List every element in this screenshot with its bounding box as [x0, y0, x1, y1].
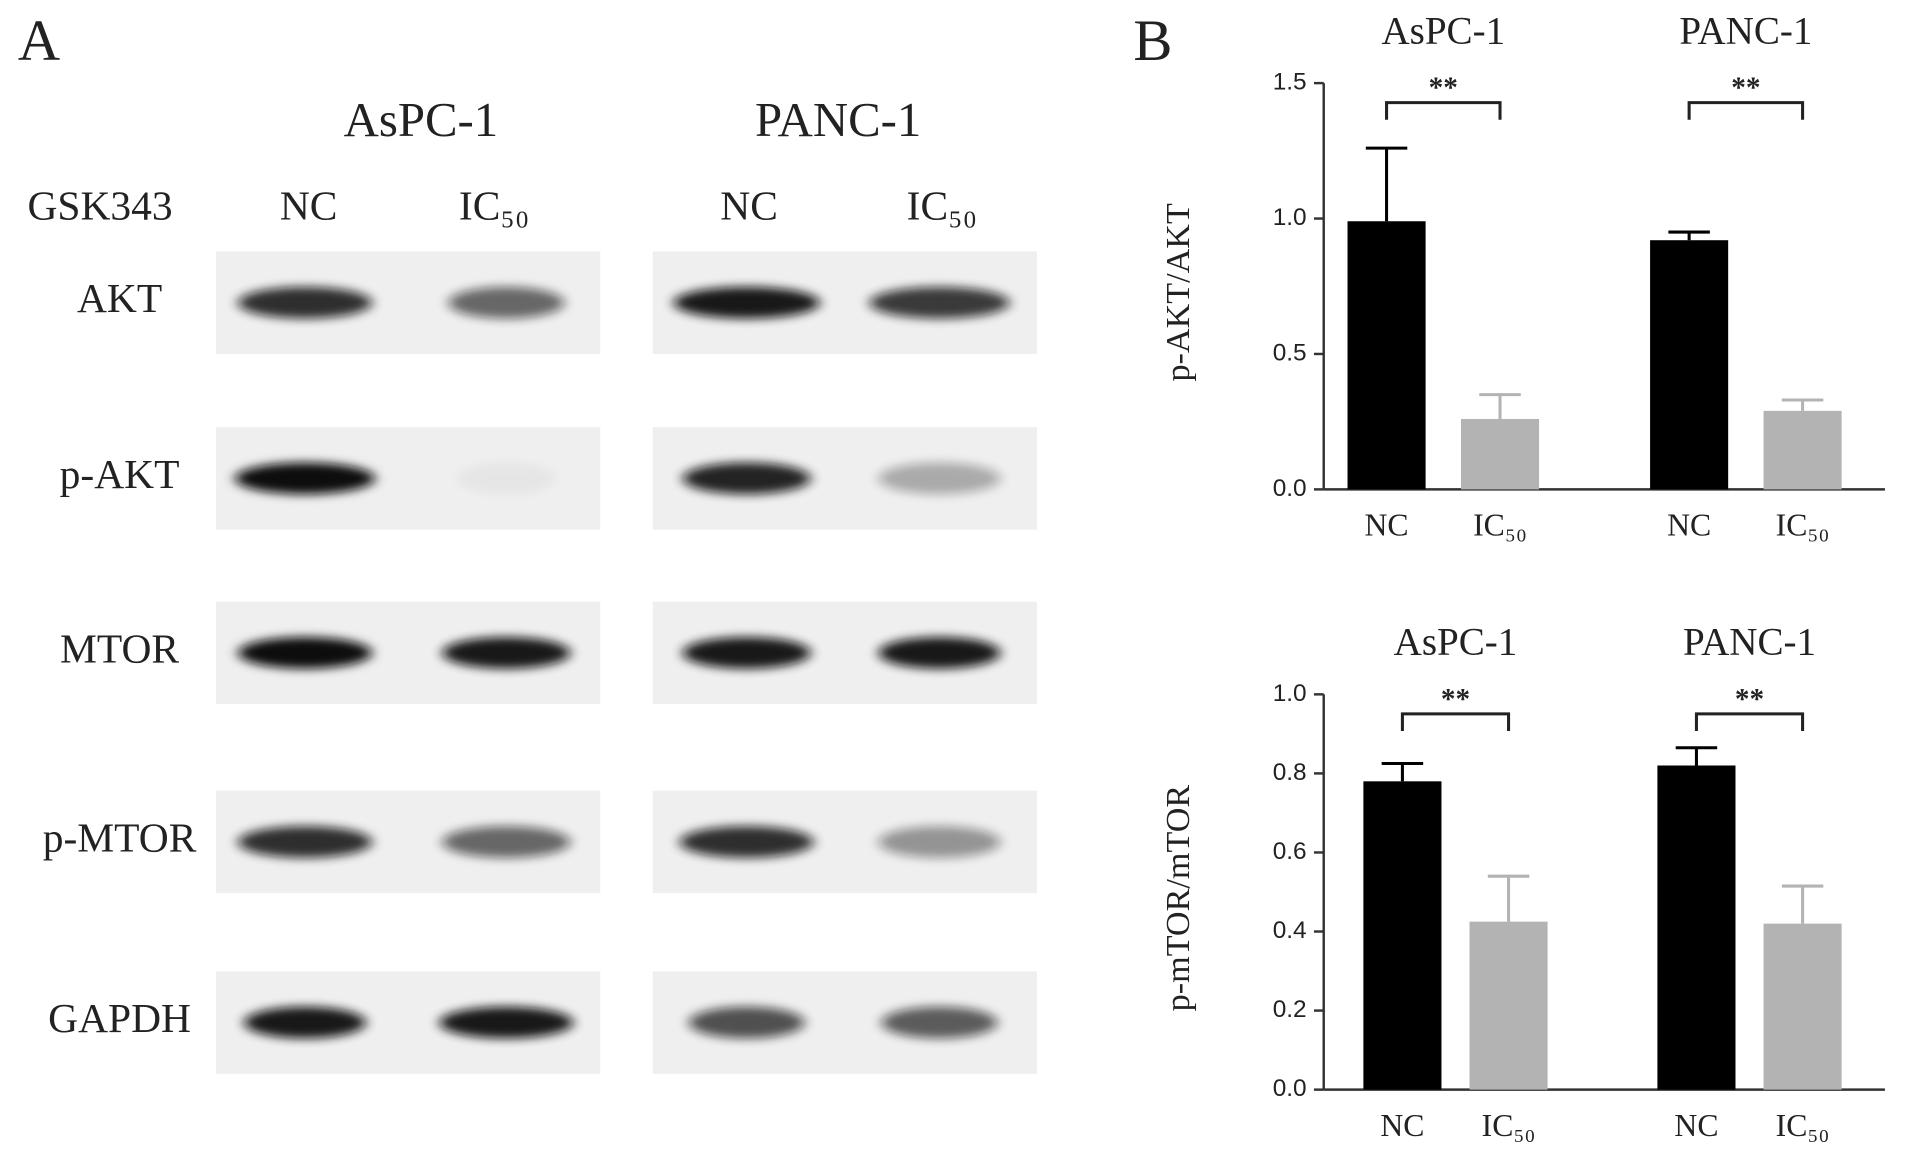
blot-band	[673, 286, 820, 319]
protein-label: p-AKT	[60, 451, 180, 497]
cell-line: AsPC-1	[344, 93, 499, 147]
significance-label: **	[1441, 683, 1470, 715]
significance-label: **	[1735, 683, 1764, 715]
blots: NC IC₅₀ NC IC₅₀ AKT p-AKT MTOR p-MTOR GAPDH	[43, 183, 1038, 1074]
x-tick-label: IC₅₀	[1776, 508, 1830, 543]
blot-band	[442, 826, 571, 858]
bar	[1763, 410, 1842, 490]
group-title: AsPC-1	[1381, 9, 1505, 52]
y-tick-label: 0.4	[1273, 917, 1307, 944]
y-axis-label: p-AKT/AKT	[1160, 203, 1197, 381]
y-tick-label: 1.5	[1273, 69, 1307, 96]
significance-bracket	[1385, 101, 1502, 120]
blot-band	[244, 1006, 367, 1039]
group-title: PANC-1	[1679, 9, 1812, 52]
blot-band	[442, 637, 571, 669]
blot-band	[878, 462, 1001, 495]
bar	[1347, 221, 1426, 490]
protein-label: GAPDH	[48, 995, 191, 1041]
x-tick-label: IC₅₀	[1776, 1108, 1830, 1143]
y-tick-label: 1.0	[1273, 204, 1307, 231]
group-title: AsPC-1	[1394, 621, 1518, 664]
blot-band	[234, 462, 376, 495]
blot-band	[878, 637, 1001, 669]
blot-band	[682, 637, 811, 669]
blot-band	[881, 1006, 998, 1039]
condition-label: IC₅₀	[459, 183, 529, 229]
significance-label: **	[1731, 72, 1760, 104]
blot-band	[869, 286, 1010, 319]
blot-band	[682, 462, 811, 495]
treatment-label: GSK343	[27, 183, 172, 229]
condition-label: IC₅₀	[907, 183, 977, 229]
y-tick-label: 0.2	[1273, 996, 1307, 1023]
bar	[1469, 921, 1548, 1090]
panel-label: A	[18, 8, 60, 73]
condition-label: NC	[280, 183, 338, 229]
protein-label: MTOR	[60, 625, 179, 671]
bar	[1657, 765, 1736, 1090]
significance-label: **	[1429, 72, 1458, 104]
group-title: PANC-1	[1683, 621, 1816, 664]
x-tick-label: IC₅₀	[1473, 508, 1527, 543]
significance-bracket	[1400, 712, 1511, 731]
x-tick-label: NC	[1667, 508, 1711, 543]
blot-band	[448, 286, 565, 319]
blot-band	[439, 1006, 574, 1039]
bar	[1650, 240, 1729, 490]
blot-band	[237, 826, 373, 858]
x-tick-label: NC	[1380, 1108, 1424, 1143]
y-tick-label: 0.6	[1273, 838, 1307, 865]
y-tick-label: 0.8	[1273, 759, 1307, 786]
bar	[1460, 418, 1540, 490]
bar	[1363, 781, 1442, 1090]
significance-bracket	[1687, 101, 1805, 120]
cell-line: PANC-1	[755, 93, 921, 147]
blot-band	[457, 462, 556, 495]
blot-band	[878, 826, 1001, 858]
y-tick-label: 0.0	[1273, 1075, 1307, 1102]
significance-bracket	[1694, 712, 1805, 731]
y-tick-label: 1.0	[1273, 680, 1307, 707]
condition-label: NC	[720, 183, 778, 229]
y-tick-label: 0.5	[1273, 339, 1307, 366]
protein-label: AKT	[77, 275, 162, 321]
x-tick-label: IC₅₀	[1482, 1108, 1536, 1143]
blot-band	[237, 286, 373, 319]
charts: 0.0 0.5 1.0 1.5 p-AKT/AKT AsPC-1 NC IC₅₀ ** PANC-…	[1160, 9, 1885, 1143]
blot-band	[237, 637, 373, 669]
x-tick-label: NC	[1365, 508, 1409, 543]
blot-band	[679, 826, 814, 858]
y-axis-label: p-mTOR/mTOR	[1160, 785, 1197, 1012]
blot-band	[688, 1006, 805, 1039]
y-tick-label: 0.0	[1273, 475, 1307, 502]
protein-label: p-MTOR	[43, 814, 197, 860]
x-tick-label: NC	[1674, 1108, 1718, 1143]
bar	[1763, 923, 1842, 1090]
panel-label: B	[1133, 8, 1172, 73]
